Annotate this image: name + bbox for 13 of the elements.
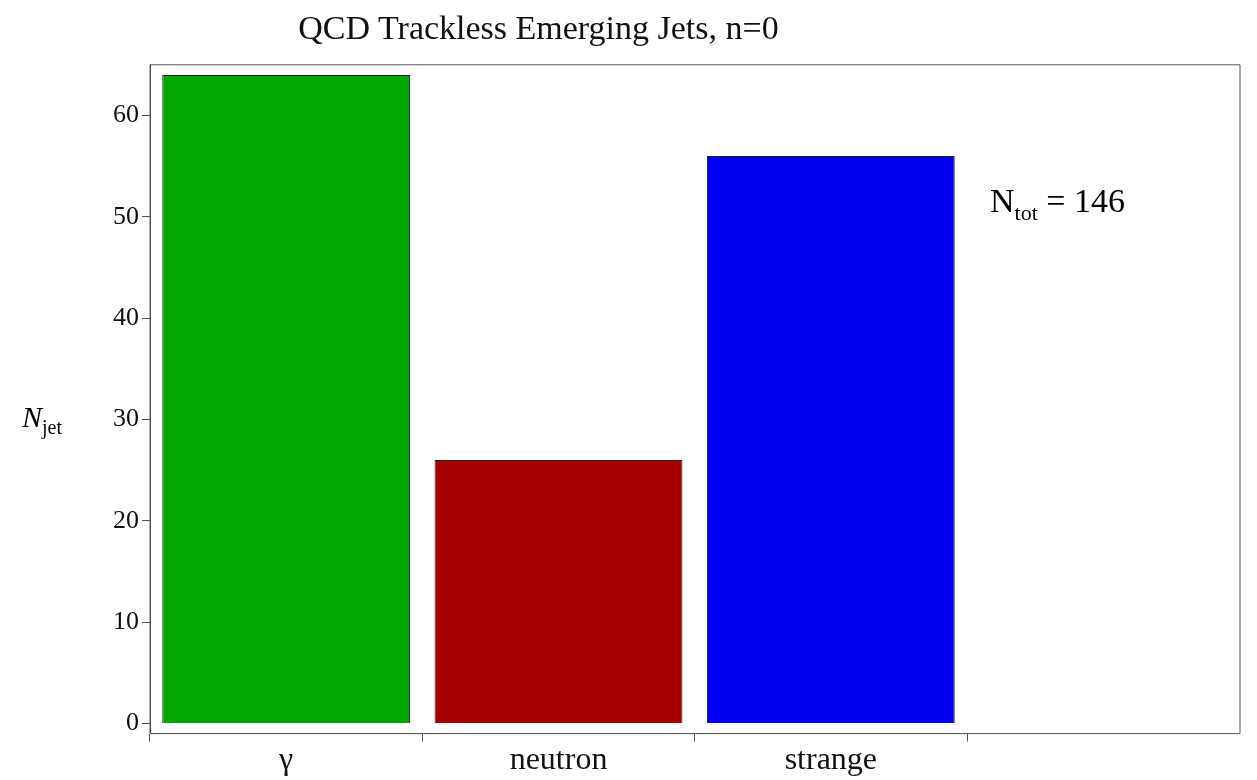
y-tick-label: 50 [113,200,139,230]
x-tick-label: strange [784,740,878,777]
text: N$_{tot}$ = 146 [990,182,1125,226]
y-tick-label: 10 [113,605,139,635]
y-tick-label: 20 [113,504,139,534]
x-tick-label: neutron [509,740,608,777]
y-tick-label: 60 [113,99,139,129]
x-tick-label: γ [278,740,294,777]
y-tick-label: 30 [113,403,139,433]
y-tick-label: 0 [126,707,139,737]
y-axis-title: N$_{jet}$ [22,400,63,439]
chart-title: QCD Trackless Emerging Jets, n=0 [298,9,779,47]
y-tick-label: 40 [113,301,139,331]
